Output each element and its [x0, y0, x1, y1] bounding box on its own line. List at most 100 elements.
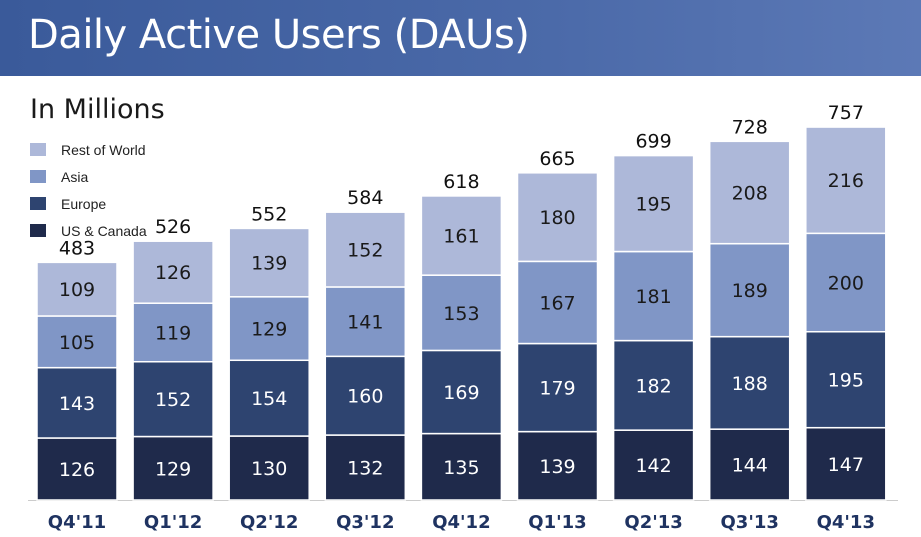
segment-value-label: 169 [443, 382, 479, 404]
segment-value-label: 147 [828, 454, 864, 476]
segment-value-label: 119 [155, 322, 191, 344]
segment-value-label: 179 [539, 378, 575, 400]
segment-value-label: 195 [635, 194, 671, 216]
bar-segment [228, 359, 310, 437]
bar-segment [420, 349, 503, 435]
segment-value-label: 129 [155, 458, 191, 480]
bar-segment [36, 366, 118, 439]
segment-value-label: 181 [635, 286, 671, 308]
segment-value-label: 180 [539, 207, 575, 229]
bar-segment [708, 140, 791, 245]
segment-value-label: 105 [59, 332, 95, 354]
segment-value-label: 195 [828, 370, 864, 392]
bar-segment [612, 250, 695, 342]
segment-value-label: 139 [251, 253, 287, 275]
bar-total-label: 483 [59, 237, 95, 259]
segment-value-label: 152 [155, 389, 191, 411]
segment-value-label: 130 [251, 458, 287, 480]
legend-label: Europe [61, 195, 107, 212]
bar-segment [228, 227, 310, 298]
segment-value-label: 141 [347, 312, 383, 334]
bar-segment [708, 335, 791, 430]
bar-segment [420, 432, 503, 501]
x-tick-label: Q2'13 [624, 512, 682, 533]
bar-segment [228, 435, 310, 501]
segment-value-label: 161 [443, 226, 479, 248]
legend-item-us-canada: US & Canada [30, 217, 147, 244]
bar-segment [612, 154, 695, 253]
legend-label: Asia [61, 168, 89, 185]
x-tick-label: Q3'12 [336, 512, 394, 533]
segment-value-label: 167 [539, 292, 575, 314]
segment-value-label: 216 [828, 170, 864, 192]
segment-value-label: 182 [635, 375, 671, 397]
legend-swatch [30, 224, 46, 237]
bar-segment [324, 211, 407, 288]
bar-segment [36, 315, 118, 369]
bar-segment [324, 286, 407, 358]
segment-value-label: 129 [251, 319, 287, 341]
legend-label: US & Canada [61, 222, 147, 239]
bar-segment [36, 261, 118, 317]
segment-value-label: 126 [155, 262, 191, 284]
page-title: Daily Active Users (DAUs) [28, 12, 530, 58]
bar-segment [805, 126, 887, 235]
segment-value-label: 153 [443, 303, 479, 325]
bar-segment [516, 430, 599, 501]
bar-segment [612, 339, 695, 431]
x-tick-label: Q1'12 [144, 512, 202, 533]
segment-value-label: 154 [251, 388, 287, 410]
x-tick-label: Q2'12 [240, 512, 298, 533]
x-tick-label: Q3'13 [721, 512, 779, 533]
bar-segment [132, 240, 214, 304]
legend-item-asia: Asia [30, 163, 147, 190]
segment-value-label: 144 [732, 455, 768, 477]
bar-segment [36, 437, 118, 501]
x-tick-label: Q4'12 [432, 512, 490, 533]
segment-value-label: 126 [59, 459, 95, 481]
bar-segment [228, 296, 310, 362]
legend-item-rest-of-world: Rest of World [30, 136, 147, 163]
bar-segment [805, 426, 887, 501]
segment-value-label: 188 [732, 373, 768, 395]
bar-segment [132, 360, 214, 438]
segment-value-label: 152 [347, 240, 383, 262]
bar-segment [516, 342, 599, 433]
segment-value-label: 142 [635, 455, 671, 477]
bar-segment [516, 172, 599, 263]
legend-label: Rest of World [61, 141, 146, 158]
legend-item-europe: Europe [30, 190, 147, 217]
segment-value-label: 135 [443, 457, 479, 479]
segment-value-label: 132 [347, 458, 383, 480]
bar-segment [420, 195, 503, 276]
segment-value-label: 143 [59, 393, 95, 415]
bar-total-label: 584 [347, 187, 383, 209]
title-bar: Daily Active Users (DAUs) [0, 0, 921, 76]
bar-total-label: 526 [155, 216, 191, 238]
segment-value-label: 200 [828, 273, 864, 295]
bar-segment [612, 429, 695, 501]
bar-total-label: 665 [539, 148, 575, 170]
segment-value-label: 109 [59, 279, 95, 301]
bar-total-label: 757 [828, 102, 864, 124]
bar-total-label: 618 [443, 171, 479, 193]
bar-segment [132, 302, 214, 363]
bar-segment [805, 232, 887, 333]
bar-total-label: 728 [732, 116, 768, 138]
x-tick-label: Q1'13 [528, 512, 586, 533]
segment-value-label: 189 [732, 280, 768, 302]
bar-segment [420, 274, 503, 352]
chart-subtitle: In Millions [30, 94, 165, 125]
bar-segment [708, 242, 791, 338]
bar-segment [805, 330, 887, 429]
bar-segment [324, 434, 407, 501]
x-tick-label: Q4'11 [48, 512, 106, 533]
segment-value-label: 208 [732, 183, 768, 205]
bar-total-label: 699 [635, 131, 671, 153]
legend-swatch [30, 170, 46, 183]
chart-legend: Rest of World Asia Europe US & Canada [30, 136, 147, 244]
bar-total-label: 552 [251, 203, 287, 225]
x-tick-label: Q4'13 [817, 512, 875, 533]
segment-value-label: 139 [539, 456, 575, 478]
